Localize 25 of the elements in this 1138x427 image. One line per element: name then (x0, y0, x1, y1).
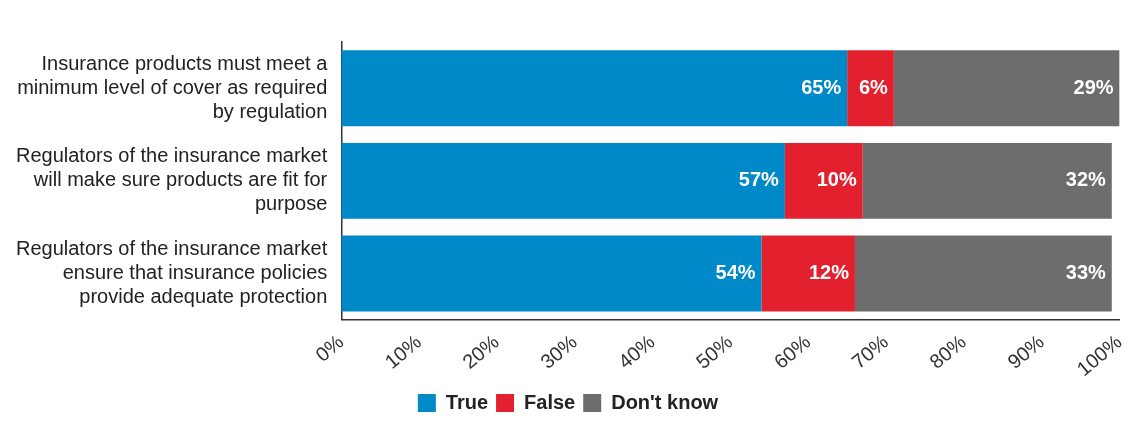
x-tick-label: 80% (925, 330, 971, 373)
x-tick-label: 10% (380, 330, 426, 373)
data-label: 29% (1073, 75, 1114, 98)
legend-label: True (445, 390, 489, 413)
data-label: 57% (738, 168, 780, 191)
data-label: 33% (1065, 260, 1106, 283)
y-tick-label: Regulators of the insurance market ensure that insurance policies provide adequate protection (15, 236, 328, 307)
data-label: 6% (858, 75, 889, 98)
x-tick-label: 40% (613, 330, 659, 373)
x-tick-label: 60% (769, 330, 815, 373)
x-tick-label: 20% (458, 330, 504, 373)
data-label: 32% (1065, 168, 1106, 191)
x-tick-label: 0% (311, 330, 348, 366)
legend-label: False (524, 390, 576, 413)
legend-label: Don't know (611, 390, 719, 413)
x-tick-label: 70% (847, 330, 893, 373)
data-label: 10% (816, 168, 857, 191)
x-tick-label: 50% (691, 330, 737, 373)
data-label: 12% (808, 260, 850, 283)
data-label: 65% (801, 75, 842, 98)
x-tick-label: 90% (1003, 330, 1049, 373)
y-tick-label: Regulators of the insurance market will make sure products are fit for purpose (15, 144, 328, 215)
y-tick-label: Insurance products must meet a minimum level of cover as required by regulation (17, 51, 329, 122)
data-label: 54% (715, 260, 756, 283)
x-tick-label: 30% (536, 330, 582, 373)
